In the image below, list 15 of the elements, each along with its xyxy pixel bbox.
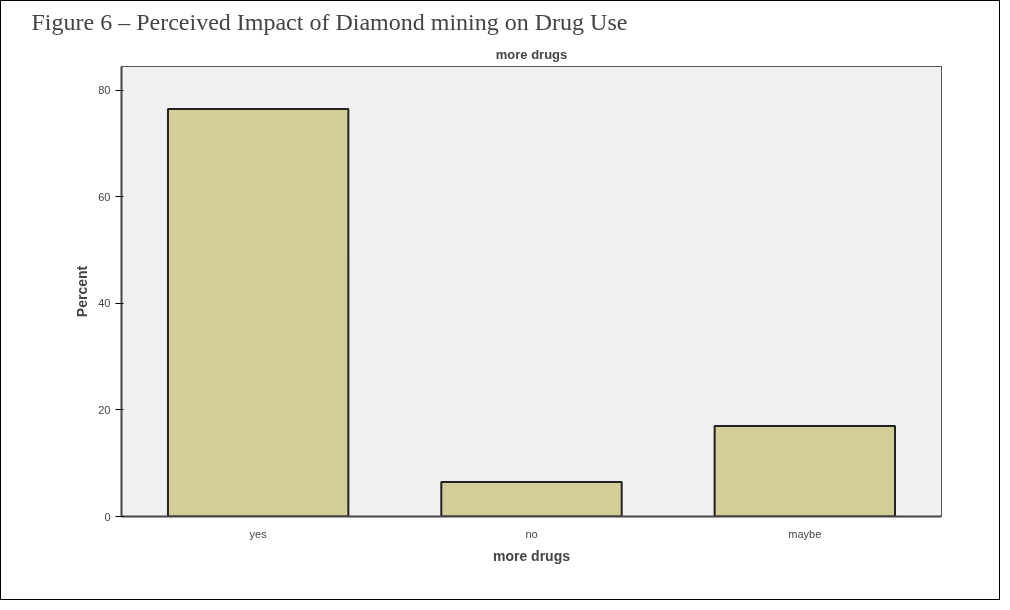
y-tick-label: 80 [98,84,111,97]
x-tick-label: maybe [788,527,822,540]
x-tick-label: yes [249,527,268,540]
chart-title: Figure 6 – Perceived Impact of Diamond mining on Drug Use [31,8,628,35]
bar [713,424,897,517]
y-tick-label: 0 [104,510,111,523]
y-tick-label: 20 [98,403,111,416]
x-axis-title: more drugs [492,547,571,564]
x-tick-label: no [525,527,538,540]
bar [166,108,350,517]
y-tick-label: 60 [98,190,111,203]
bar [440,480,623,517]
chart-subtitle: more drugs [495,46,568,62]
y-axis-title: Percent [74,265,91,318]
y-tick-label: 40 [98,297,111,310]
